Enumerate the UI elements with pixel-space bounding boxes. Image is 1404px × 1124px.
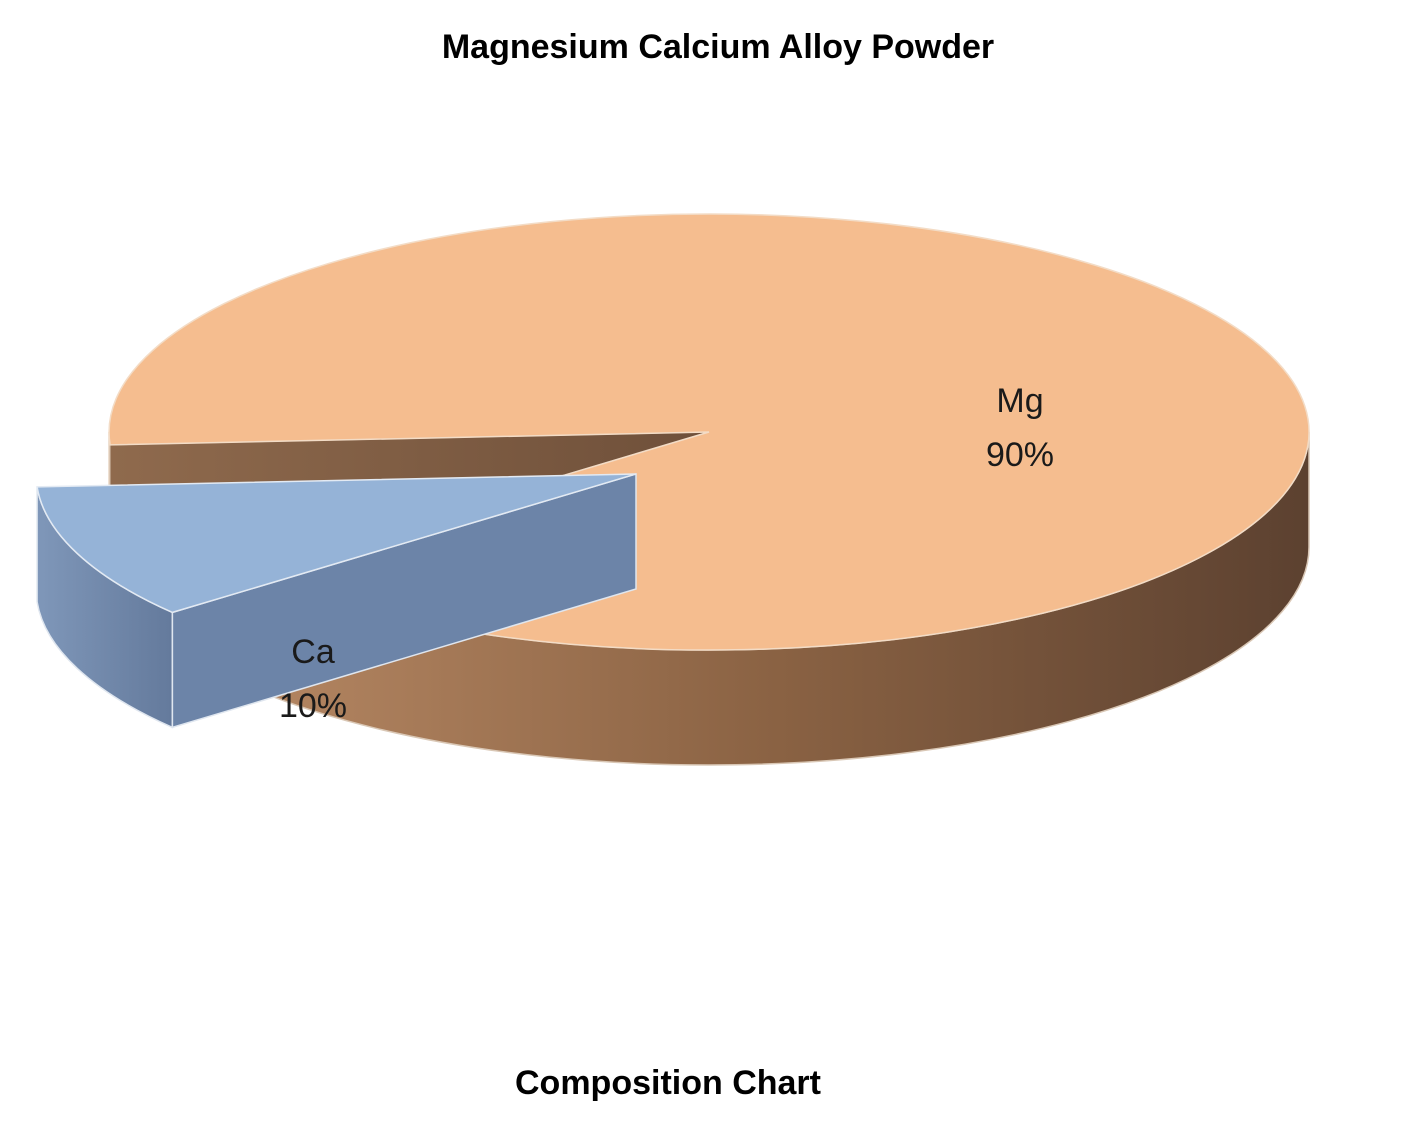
pie-slice-ca xyxy=(36,473,637,614)
slice-label-mg: Mg xyxy=(996,382,1043,420)
slice-percent-mg: 90% xyxy=(986,436,1054,474)
chart-title: Magnesium Calcium Alloy Powder xyxy=(441,28,995,66)
slice-percent-ca: 10% xyxy=(279,687,347,725)
slice-label-ca: Ca xyxy=(291,633,335,671)
chart-caption: Composition Chart xyxy=(515,1064,821,1102)
